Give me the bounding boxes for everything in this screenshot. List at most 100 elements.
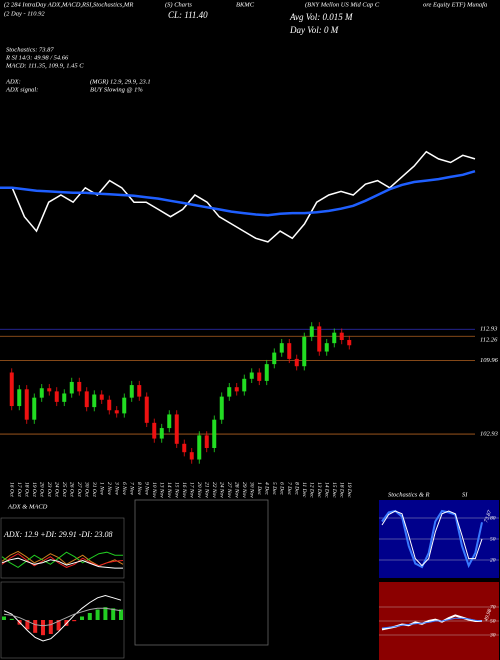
price-label: 102.93 — [480, 431, 499, 438]
macd-bar — [48, 620, 53, 634]
macd-bar — [103, 607, 108, 620]
line — [0, 150, 476, 243]
x-tick-label: 15 Dec — [331, 482, 337, 498]
candle-body — [54, 391, 59, 402]
candle-body — [39, 388, 44, 398]
x-tick-label: 13 Nov — [158, 482, 164, 498]
price-label: 112.93 — [480, 326, 498, 333]
macd-bar — [56, 620, 61, 631]
x-tick-label: 22 Nov — [211, 482, 217, 498]
avg-volume: Avg Vol: 0.015 M — [289, 12, 353, 22]
x-tick-label: 17 Nov — [188, 482, 194, 498]
candle-body — [294, 358, 299, 367]
x-tick-label: 2 Nov — [106, 482, 112, 496]
panel-title: ADX & MACD — [7, 503, 48, 510]
x-tick-label: 12 Dec — [308, 482, 314, 498]
candle-body — [219, 396, 224, 420]
candle-body — [144, 396, 149, 423]
candle-body — [332, 332, 337, 344]
x-tick-label: 25 Oct — [61, 482, 67, 497]
header-text: ore Equity ETF) Munafa — [423, 1, 487, 8]
candle-body — [24, 389, 29, 420]
stat-text: ADX signal: — [5, 86, 38, 93]
candle-body — [17, 389, 22, 407]
candle-body — [272, 352, 277, 365]
candle-body — [347, 340, 352, 346]
candle-body — [9, 372, 14, 407]
macd-bar — [119, 609, 123, 620]
candle-body — [92, 394, 97, 408]
x-tick-label: 19 Dec — [346, 482, 352, 498]
stat-text: Stochastics: 73.87 — [6, 46, 54, 53]
x-tick-label: 11 Dec — [301, 482, 307, 498]
candle-body — [137, 385, 142, 397]
candle-body — [99, 394, 104, 400]
x-tick-label: 21 Nov — [203, 482, 209, 498]
macd-bar — [72, 620, 77, 622]
candle-body — [114, 410, 119, 414]
candle-body — [62, 393, 67, 402]
candle-body — [234, 387, 239, 392]
stat-text: BUY Slowing @ 1% — [90, 86, 143, 93]
candle-body — [197, 435, 202, 460]
x-tick-label: 20 Oct — [38, 482, 44, 497]
macd-bar — [9, 618, 14, 620]
x-tick-label: 30 Oct — [83, 481, 89, 497]
x-tick-label: 1 Nov — [98, 482, 104, 496]
x-tick-label: 13 Dec — [316, 482, 322, 498]
x-tick-label: 5 Dec — [271, 482, 277, 496]
candle-body — [47, 388, 52, 392]
candle-body — [339, 332, 344, 341]
panel-title: Stochastics & R — [388, 491, 430, 498]
candle-body — [182, 443, 187, 453]
candle-body — [242, 378, 247, 392]
candle-body — [174, 414, 179, 444]
line — [3, 594, 122, 642]
x-tick-label: 30 Nov — [248, 481, 254, 498]
x-tick-label: 8 Nov — [136, 482, 142, 496]
candle-body — [159, 428, 164, 439]
candle-body — [77, 381, 82, 392]
macd-bar — [111, 608, 116, 620]
y-tick-label: 50 — [490, 618, 496, 624]
y-tick-label: 30 — [489, 632, 496, 638]
price-label: 109.96 — [480, 357, 499, 364]
x-tick-label: 27 Oct — [76, 482, 82, 497]
macd-bar — [33, 620, 38, 633]
candle-body — [257, 372, 262, 381]
header-text: (BNY Mellon US Mid Cap C — [305, 1, 380, 8]
x-tick-label: 29 Nov — [241, 482, 247, 498]
x-tick-label: 7 Nov — [128, 482, 134, 496]
x-tick-label: 18 Oct — [23, 482, 29, 497]
header-text: (2 284 IntraDay ADX,MACD,R — [4, 1, 86, 8]
header-text: (S) Charts — [165, 1, 192, 8]
candle-body — [309, 326, 314, 337]
candle-body — [32, 397, 37, 420]
line — [3, 607, 122, 627]
macd-bar — [2, 616, 6, 620]
close-price: CL: 111.40 — [168, 10, 208, 20]
value-label: 49.98 — [482, 608, 493, 622]
candle-body — [249, 372, 254, 379]
y-tick-label: 80 — [490, 515, 496, 521]
macd-bar — [87, 613, 92, 620]
x-tick-label: 10 Nov — [151, 482, 157, 498]
x-tick-label: 9 Nov — [143, 482, 149, 496]
candle-body — [122, 397, 127, 414]
stat-text: (MGR) 12.9, 29.9, 23.1 — [90, 78, 151, 85]
x-tick-label: 17 Oct — [16, 482, 22, 497]
y-tick-label: 20 — [490, 557, 496, 563]
macd-bar — [80, 616, 84, 620]
stat-text: R SI 14/3: 49.98 / 54.66 — [5, 54, 69, 61]
candle-body — [264, 364, 269, 381]
line — [1, 551, 123, 568]
x-tick-label: 19 Oct — [31, 482, 37, 497]
macd-bar — [95, 609, 100, 620]
x-tick-label: 6 Nov — [121, 482, 127, 496]
x-tick-label: 20 Nov — [196, 482, 202, 498]
stat-text: ADX: — [5, 78, 21, 85]
line — [1, 557, 123, 569]
x-tick-label: 24 Oct — [53, 482, 60, 497]
panel-frame — [0, 517, 125, 579]
x-tick-label: 14 Dec — [323, 482, 330, 498]
